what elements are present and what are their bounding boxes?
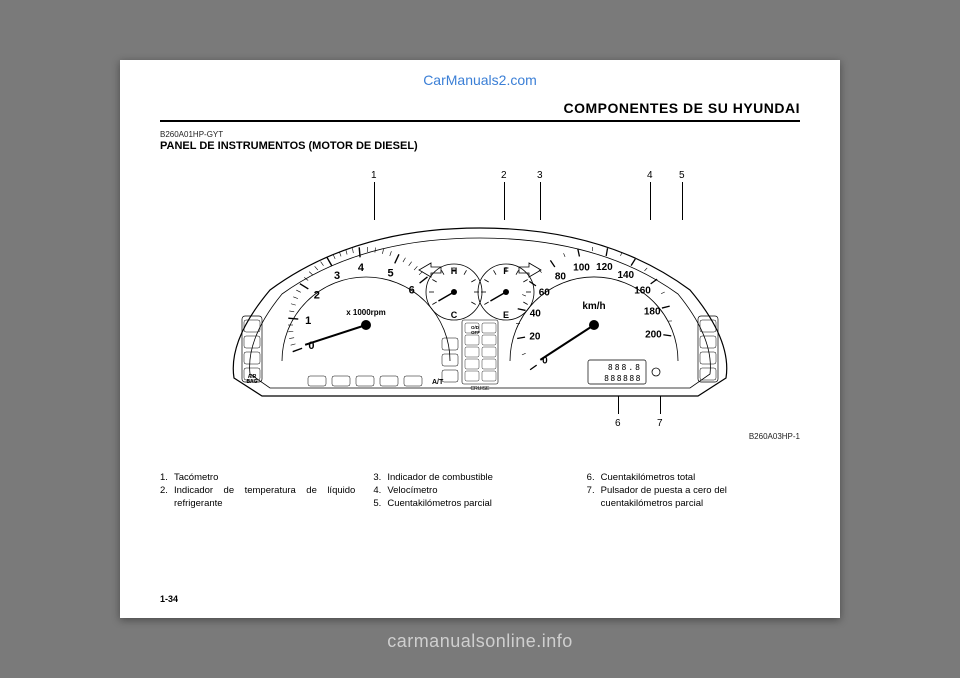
dashboard-svg: AIRBAG0123456x 1000rpmA/T020406080100120…	[224, 220, 736, 410]
svg-text:CRUISE: CRUISE	[471, 386, 491, 392]
svg-text:20: 20	[529, 331, 541, 342]
callout-line	[650, 182, 651, 220]
svg-text:6: 6	[409, 284, 415, 296]
svg-text:2: 2	[314, 289, 320, 301]
watermark-top: CarManuals2.com	[120, 72, 840, 88]
svg-text:120: 120	[596, 262, 613, 273]
svg-text:km/h: km/h	[582, 301, 605, 312]
legend-row: 1.Tacómetro	[160, 472, 355, 485]
page-number: 1-34	[160, 594, 178, 604]
svg-text:1: 1	[305, 315, 311, 327]
svg-text:O/DOFF: O/DOFF	[471, 325, 480, 335]
callout-num: 1	[371, 170, 377, 181]
legend-num: 3.	[373, 472, 387, 485]
legend-col-3: 6.Cuentakilómetros total7.Pulsador de pu…	[587, 472, 800, 542]
svg-text:H: H	[451, 266, 458, 276]
callout-num: 3	[537, 170, 543, 181]
legend-text: Tacómetro	[174, 472, 355, 485]
legend-text: Indicador de temperatura de líquido refr…	[174, 485, 355, 511]
legend-text: Cuentakilómetros parcial	[387, 498, 568, 511]
svg-text:5: 5	[387, 267, 393, 279]
legend-num: 7.	[587, 485, 601, 511]
legend-row: 6.Cuentakilómetros total	[587, 472, 782, 485]
legend-col-1: 1.Tacómetro2.Indicador de temperatura de…	[160, 472, 373, 542]
svg-text:180: 180	[644, 306, 661, 317]
svg-text:60: 60	[539, 287, 551, 298]
legend-num: 4.	[373, 485, 387, 498]
svg-text:E: E	[503, 310, 509, 320]
doc-code: B260A01HP-GYT	[160, 130, 223, 139]
svg-text:100: 100	[573, 262, 590, 273]
legend-row: 5.Cuentakilómetros parcial	[373, 498, 568, 511]
svg-text:AIRBAG: AIRBAG	[246, 374, 257, 385]
svg-text:80: 80	[555, 271, 567, 282]
svg-text:200: 200	[645, 329, 662, 340]
legend-text: Pulsador de puesta a cero del cuentakiló…	[601, 485, 782, 511]
svg-text:4: 4	[358, 262, 365, 274]
svg-text:888888: 888888	[604, 374, 642, 383]
svg-text:140: 140	[617, 270, 634, 281]
legend-text: Indicador de combustible	[387, 472, 568, 485]
svg-text:160: 160	[634, 286, 651, 297]
legend-num: 5.	[373, 498, 387, 511]
svg-text:F: F	[503, 266, 509, 276]
callout-num: 4	[647, 170, 653, 181]
callout-num: 5	[679, 170, 685, 181]
figure-label: B260A03HP-1	[749, 432, 800, 441]
legend-row: 2.Indicador de temperatura de líquido re…	[160, 485, 355, 511]
legend-num: 1.	[160, 472, 174, 485]
legend-row: 4.Velocímetro	[373, 485, 568, 498]
svg-text:3: 3	[334, 270, 340, 282]
svg-text:x 1000rpm: x 1000rpm	[346, 308, 386, 317]
legend-num: 6.	[587, 472, 601, 485]
legend-num: 2.	[160, 485, 174, 511]
callout-line	[682, 182, 683, 220]
watermark-bottom: carmanualsonline.info	[120, 631, 840, 652]
callout-num: 2	[501, 170, 507, 181]
callout-line	[504, 182, 505, 220]
svg-text:C: C	[451, 310, 458, 320]
section-title: COMPONENTES DE SU HYUNDAI	[120, 100, 800, 116]
legend-col-2: 3.Indicador de combustible4.Velocímetro5…	[373, 472, 586, 542]
legend-row: 3.Indicador de combustible	[373, 472, 568, 485]
callout-num: 7	[657, 418, 663, 429]
svg-text:40: 40	[530, 309, 542, 320]
legend-text: Cuentakilómetros total	[601, 472, 782, 485]
legend: 1.Tacómetro2.Indicador de temperatura de…	[160, 472, 800, 542]
svg-text:888.8: 888.8	[608, 363, 642, 372]
divider	[160, 120, 800, 122]
legend-text: Velocímetro	[387, 485, 568, 498]
callout-line	[540, 182, 541, 220]
callout-num: 6	[615, 418, 621, 429]
legend-row: 7.Pulsador de puesta a cero del cuentaki…	[587, 485, 782, 511]
dashboard-figure: AIRBAG0123456x 1000rpmA/T020406080100120…	[224, 220, 736, 410]
panel-subtitle: PANEL DE INSTRUMENTOS (MOTOR DE DIESEL)	[160, 140, 418, 152]
callout-line	[374, 182, 375, 220]
